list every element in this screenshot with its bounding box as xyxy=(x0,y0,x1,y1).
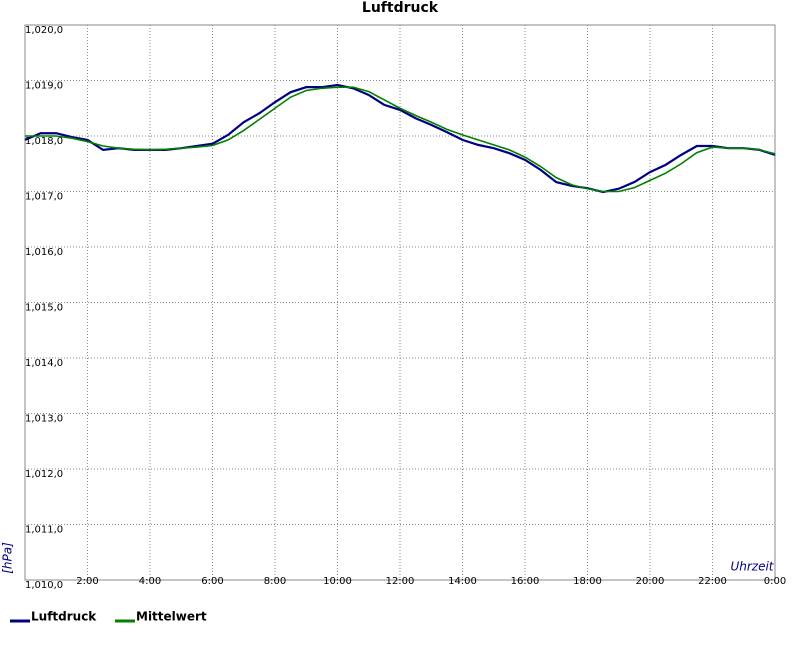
x-tick-label: 8:00 xyxy=(264,576,286,587)
y-tick-label: 1,011,0 xyxy=(25,525,63,536)
y-tick-label: 1,020,0 xyxy=(25,25,63,36)
y-tick-label: 1,010,0 xyxy=(25,580,63,591)
legend-label: Luftdruck xyxy=(31,610,97,624)
x-tick-label: 14:00 xyxy=(448,576,477,587)
y-tick-label: 1,013,0 xyxy=(25,414,63,425)
x-tick-label: 2:00 xyxy=(76,576,98,587)
y-axis-label: [hPa] xyxy=(1,542,15,574)
y-tick-label: 1,019,0 xyxy=(25,81,63,92)
x-tick-label: 20:00 xyxy=(636,576,665,587)
data-line xyxy=(25,86,776,193)
x-tick-label: 18:00 xyxy=(573,576,602,587)
x-tick-label: 0:00 xyxy=(764,576,786,587)
x-tick-label: 4:00 xyxy=(139,576,161,587)
y-tick-label: 1,017,0 xyxy=(25,192,63,203)
y-tick-label: 1,014,0 xyxy=(25,358,63,369)
y-tick-label: 1,016,0 xyxy=(25,247,63,258)
y-tick-label: 1,015,0 xyxy=(25,303,63,314)
x-tick-label: 22:00 xyxy=(698,576,727,587)
x-tick-label: 16:00 xyxy=(511,576,540,587)
x-axis-label: Uhrzeit xyxy=(730,560,774,574)
chart-title: Luftdruck xyxy=(362,0,439,16)
legend-label: Mittelwert xyxy=(136,610,207,624)
x-tick-label: 6:00 xyxy=(201,576,223,587)
y-tick-label: 1,018,0 xyxy=(25,136,63,147)
x-tick-label: 12:00 xyxy=(386,576,415,587)
x-tick-label: 10:00 xyxy=(323,576,352,587)
y-tick-label: 1,012,0 xyxy=(25,469,63,480)
